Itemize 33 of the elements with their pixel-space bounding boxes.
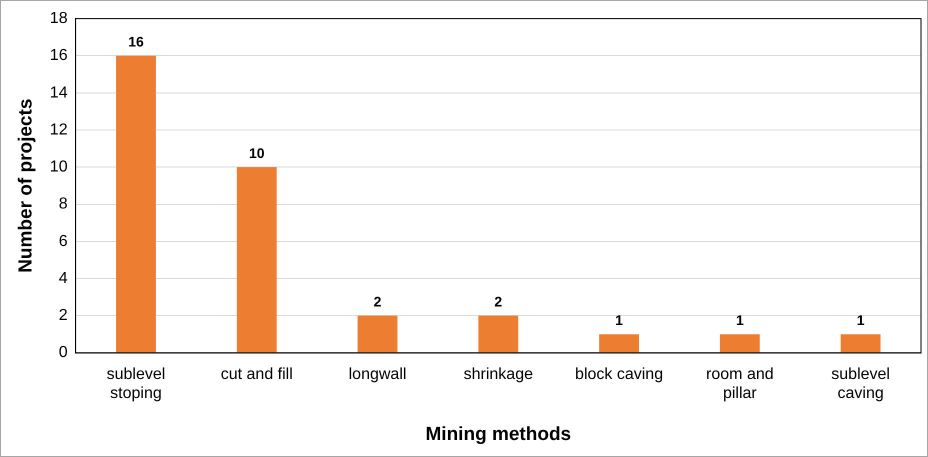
x-tick-label: longwall — [348, 366, 406, 383]
y-tick-label: 8 — [58, 196, 68, 213]
y-axis-title: Number of projects — [16, 98, 37, 273]
y-tick-label: 10 — [50, 158, 68, 176]
bar — [478, 316, 518, 352]
data-label: 16 — [128, 34, 144, 50]
y-tick-label: 2 — [58, 307, 68, 324]
bar — [116, 56, 156, 352]
bar — [236, 167, 277, 352]
y-tick-label: 4 — [58, 270, 68, 287]
y-tick-label: 14 — [50, 84, 68, 102]
y-tick-label: 12 — [50, 121, 68, 138]
x-tick-label: cut and fill — [220, 366, 293, 383]
x-tick-label: room and pillar — [706, 366, 774, 402]
data-label: 1 — [856, 312, 865, 328]
data-label: 1 — [615, 312, 624, 328]
bar — [720, 334, 760, 352]
data-label: 2 — [494, 294, 502, 310]
y-tick-label: 16 — [50, 47, 68, 64]
bar — [358, 316, 398, 352]
x-tick-label: shrinkage — [464, 366, 534, 383]
data-label: 1 — [736, 312, 744, 328]
bar — [599, 334, 639, 352]
x-tick-label: block caving — [575, 366, 664, 383]
bar — [840, 334, 881, 352]
data-label: 2 — [374, 294, 382, 310]
x-tick-label: sublevel stoping — [106, 366, 166, 402]
y-tick-label: 6 — [58, 232, 68, 250]
y-tick-label: 0 — [58, 344, 68, 362]
data-label: 10 — [248, 144, 265, 161]
x-tick-label: sublevel caving — [831, 366, 890, 402]
x-axis-title: Mining methods — [425, 424, 572, 445]
y-tick-label: 18 — [50, 10, 68, 28]
